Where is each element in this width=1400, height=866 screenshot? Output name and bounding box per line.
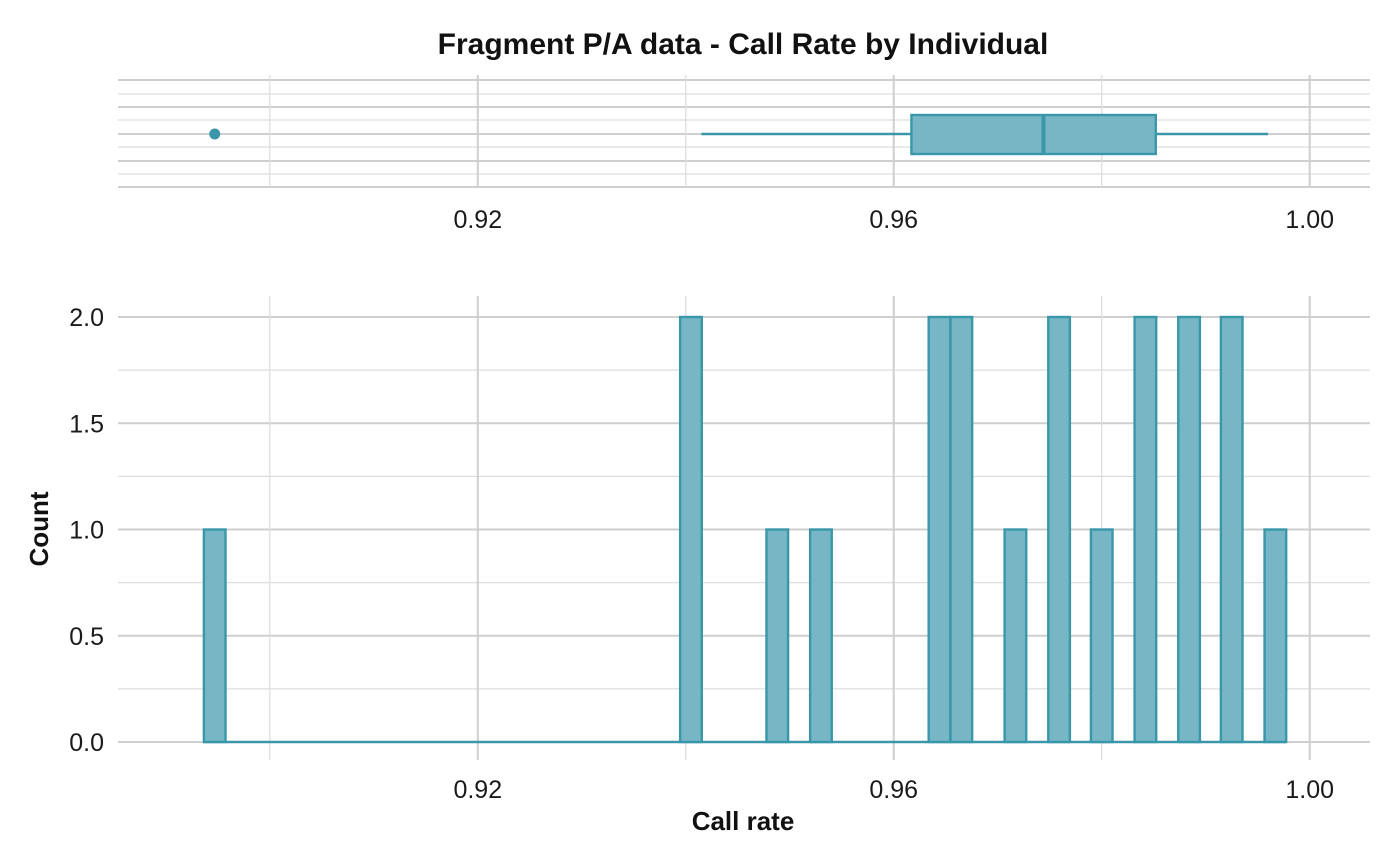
- histogram-bar: [1263, 528, 1288, 744]
- histogram-y-tick-labels: 0.0 0.5 1.0 1.5 2.0: [69, 304, 104, 757]
- histogram-bar: [202, 528, 227, 744]
- histogram-y-tick-label: 0.0: [69, 729, 104, 757]
- histogram-y-tick-label: 0.5: [69, 623, 104, 651]
- box-iqr: [910, 113, 1157, 156]
- histogram-bar: [949, 315, 974, 744]
- histogram-x-tick-labels: 0.92 0.96 1.00: [453, 776, 1334, 804]
- chart-title: Fragment P/A data - Call Rate by Individ…: [438, 28, 1049, 61]
- boxplot-x-tick-label: 0.96: [869, 206, 918, 234]
- histogram-y-tick-label: 1.0: [69, 517, 104, 545]
- histogram-bars: [202, 315, 1288, 744]
- boxplot-gridlines: [118, 75, 1370, 188]
- boxplot-x-tick-label: 1.00: [1285, 206, 1334, 234]
- histogram-x-tick-label: 0.92: [453, 776, 502, 804]
- histogram-bar: [678, 315, 703, 744]
- histogram-bar: [1133, 315, 1158, 744]
- boxplot-x-tick-labels: 0.92 0.96 1.00: [453, 206, 1334, 234]
- boxplot-panel: 0.92 0.96 1.00: [118, 75, 1370, 234]
- histogram-bar: [927, 315, 952, 744]
- histogram-bar: [1089, 528, 1114, 744]
- histogram-bar: [1219, 315, 1244, 744]
- boxplot-marks: [209, 113, 1269, 156]
- histogram-x-tick-label: 1.00: [1285, 776, 1334, 804]
- histogram-bar: [1047, 315, 1072, 744]
- boxplot-x-tick-label: 0.92: [453, 206, 502, 234]
- histogram-bar: [1003, 528, 1028, 744]
- x-axis-title: Call rate: [692, 806, 795, 836]
- box-outlier-point: [209, 128, 221, 140]
- histogram-x-tick-label: 0.96: [869, 776, 918, 804]
- histogram-y-tick-label: 2.0: [69, 304, 104, 332]
- y-axis-title: Count: [24, 491, 54, 566]
- histogram-bar: [765, 528, 790, 744]
- histogram-bar: [808, 528, 833, 744]
- histogram-panel: 0.92 0.96 1.00 0.0 0.5 1.0 1.5 2.0: [69, 296, 1370, 804]
- histogram-bar: [1177, 315, 1202, 744]
- histogram-y-tick-label: 1.5: [69, 410, 104, 438]
